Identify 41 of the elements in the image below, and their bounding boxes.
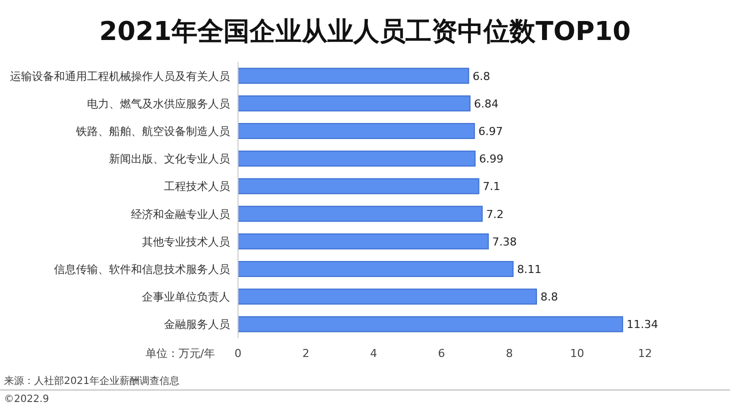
y-tick-label: 新闻出版、文化专业人员 — [109, 152, 230, 166]
bar — [238, 95, 470, 112]
chart-title: 2021年全国企业从业人员工资中位数TOP10 — [99, 17, 631, 47]
x-tick-label: 6 — [438, 347, 445, 360]
bar — [238, 178, 480, 194]
x-axis-title: 单位：万元/年 — [145, 347, 215, 360]
data-label: 7.38 — [492, 235, 517, 248]
data-label: 8.8 — [540, 290, 558, 304]
y-tick-label: 金融服务人员 — [164, 318, 230, 332]
y-tick-label: 企事业单位负责人 — [142, 290, 230, 304]
bar — [238, 123, 475, 139]
x-tick-label: 12 — [638, 347, 652, 360]
y-tick-label: 信息传输、软件和信息技术服务人员 — [54, 263, 230, 276]
x-tick-label: 10 — [570, 347, 584, 360]
data-label: 7.2 — [486, 208, 504, 221]
bar — [238, 316, 624, 332]
data-label: 7.1 — [482, 180, 500, 194]
x-tick-label: 2 — [302, 347, 310, 360]
data-label: 8.11 — [517, 263, 542, 276]
y-tick-label: 经济和金融专业人员 — [131, 208, 230, 221]
bar — [238, 68, 470, 84]
y-tick-label: 运输设备和通用工程机械操作人员及有关人员 — [10, 70, 230, 83]
data-label: 6.8 — [472, 70, 490, 83]
data-label: 6.99 — [479, 152, 504, 166]
bar — [238, 261, 514, 277]
y-tick-label: 其他专业技术人员 — [142, 235, 230, 248]
y-tick-label: 工程技术人员 — [164, 180, 230, 194]
source-note: 来源：人社部2021年企业薪酬调查信息 — [4, 375, 180, 387]
x-tick-label: 8 — [506, 347, 513, 360]
x-tick-label: 0 — [234, 347, 242, 360]
text: ©2022.9 — [4, 394, 49, 405]
bar — [238, 150, 476, 167]
bar — [238, 206, 483, 222]
bar — [238, 233, 489, 250]
bar — [238, 288, 537, 305]
data-label: 6.97 — [478, 125, 503, 138]
x-tick-label: 4 — [370, 347, 378, 360]
y-tick-label: 铁路、船舶、航空设备制造人员 — [75, 125, 230, 138]
data-label: 6.84 — [474, 97, 498, 110]
y-tick-label: 电力、燃气及水供应服务人员 — [87, 97, 230, 110]
data-label: 11.34 — [626, 318, 658, 332]
